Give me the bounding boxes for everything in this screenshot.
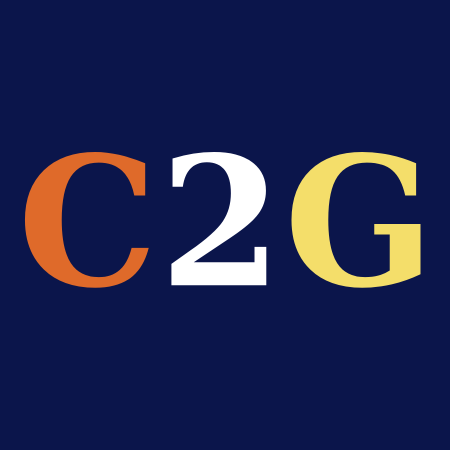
logo-letter-g: G xyxy=(284,116,434,329)
logo-digit-2: 2 xyxy=(159,116,282,329)
logo-letter-c: C xyxy=(17,116,158,329)
c2g-logo: C 2 G xyxy=(17,116,435,329)
